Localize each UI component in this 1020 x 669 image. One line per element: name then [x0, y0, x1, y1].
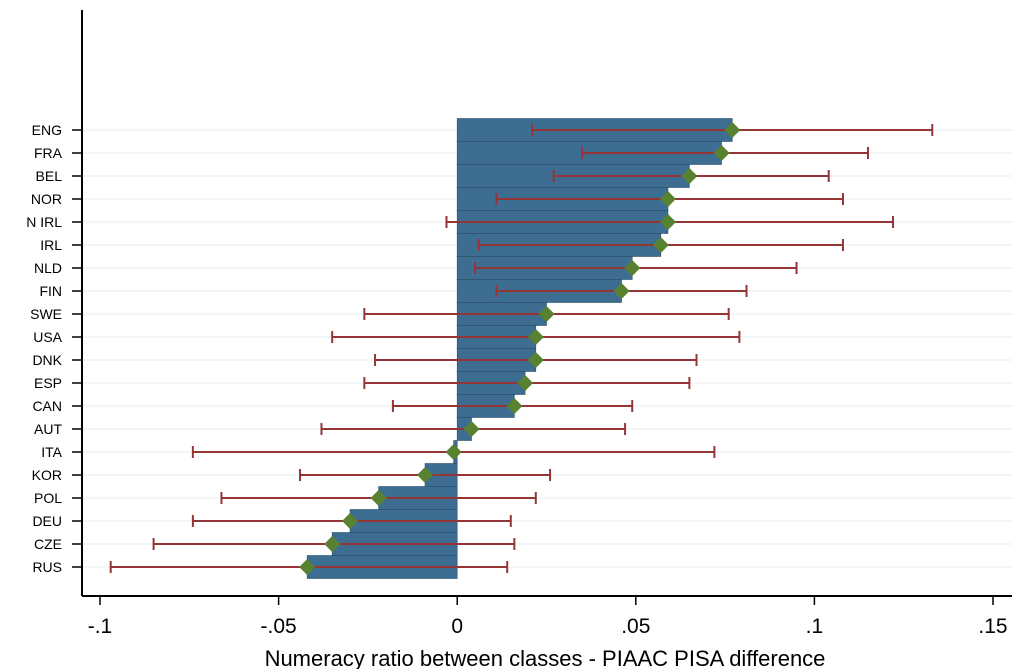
- x-tick-label: .05: [621, 615, 650, 638]
- point-nld: [624, 260, 641, 276]
- point-bel: [681, 168, 698, 184]
- point-usa: [527, 329, 544, 345]
- bars: [306, 118, 733, 579]
- category-label: BEL: [36, 168, 63, 184]
- point-nor: [659, 191, 676, 207]
- category-label: FRA: [34, 145, 63, 161]
- point-ita: [445, 444, 462, 460]
- point-rus: [299, 559, 316, 575]
- category-label: IRL: [40, 237, 62, 253]
- category-label: USA: [33, 329, 62, 345]
- point-n-irl: [659, 214, 676, 230]
- labels: Numeracy ratio between classes - PIAAC P…: [26, 122, 1007, 669]
- point-can: [506, 398, 523, 414]
- category-label: DNK: [32, 352, 62, 368]
- x-tick-label: .1: [806, 615, 824, 638]
- points: [299, 122, 741, 575]
- point-irl: [652, 237, 669, 253]
- point-aut: [463, 421, 480, 437]
- x-tick-label: -.1: [88, 615, 113, 638]
- point-eng: [724, 122, 741, 138]
- x-tick-label: -.05: [261, 615, 297, 638]
- point-deu: [342, 513, 359, 529]
- category-label: FIN: [39, 283, 62, 299]
- category-label: CZE: [34, 536, 62, 552]
- category-label: DEU: [32, 513, 62, 529]
- category-label: SWE: [30, 306, 62, 322]
- point-fra: [713, 145, 730, 161]
- point-pol: [370, 490, 387, 506]
- category-label: N IRL: [26, 214, 62, 230]
- category-label: RUS: [32, 559, 62, 575]
- category-label: ESP: [34, 375, 62, 391]
- point-esp: [517, 375, 534, 391]
- category-label: NLD: [34, 260, 62, 276]
- axes: [72, 10, 1012, 605]
- x-tick-label: .15: [978, 615, 1007, 638]
- category-label: AUT: [34, 421, 62, 437]
- category-label: NOR: [31, 191, 62, 207]
- x-tick-label: 0: [451, 615, 463, 638]
- point-fin: [613, 283, 630, 299]
- point-dnk: [527, 352, 544, 368]
- category-label: KOR: [32, 467, 62, 483]
- category-label: ENG: [32, 122, 62, 138]
- category-label: POL: [34, 490, 62, 506]
- category-label: CAN: [32, 398, 62, 414]
- category-label: ITA: [41, 444, 62, 460]
- x-axis-label: Numeracy ratio between classes - PIAAC P…: [265, 646, 826, 669]
- point-cze: [324, 536, 341, 552]
- point-kor: [417, 467, 434, 483]
- point-swe: [538, 306, 555, 322]
